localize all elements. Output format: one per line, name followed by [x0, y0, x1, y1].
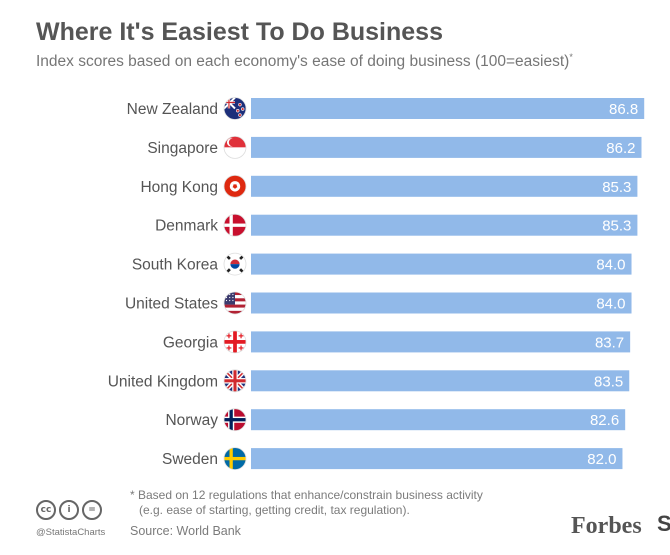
category-label: South Korea: [132, 257, 219, 274]
no-derivatives-icon: =: [82, 500, 102, 520]
chart-title: Where It's Easiest To Do Business: [36, 18, 443, 46]
category-label: Denmark: [155, 218, 218, 235]
sweden-flag-icon: [223, 447, 247, 471]
statista-credit: @StatistaCharts: [36, 527, 106, 538]
south-korea-flag-icon: [223, 252, 247, 276]
united-kingdom-flag-icon: [223, 369, 247, 393]
category-label: Georgia: [163, 334, 219, 351]
value-label: 85.3: [602, 218, 631, 235]
category-label: Hong Kong: [140, 179, 218, 196]
attribution-icon: i: [59, 500, 79, 520]
value-label: 83.7: [595, 334, 624, 351]
subtitle-footnote-mark: *: [569, 52, 573, 62]
footnote-line-1: * Based on 12 regulations that enhance/c…: [130, 488, 483, 502]
creative-commons-icon: cc: [36, 500, 56, 520]
value-label: 84.0: [596, 257, 625, 274]
value-label: 82.0: [587, 451, 616, 468]
singapore-flag-icon: [223, 135, 247, 159]
bar-norway: [251, 409, 626, 431]
forbes-logo: Forbes: [571, 513, 642, 539]
category-label: Norway: [165, 412, 218, 429]
denmark-flag-icon: [223, 213, 247, 237]
bar-united-kingdom: [251, 370, 630, 392]
category-label: Sweden: [162, 451, 218, 468]
footnote-line-2: (e.g. ease of starting, getting credit, …: [139, 503, 410, 517]
value-label: 86.8: [609, 101, 638, 118]
value-label: 84.0: [596, 296, 625, 313]
hong-kong-flag-icon: [223, 174, 247, 198]
value-label: 83.5: [594, 373, 623, 390]
category-label: New Zealand: [127, 101, 218, 118]
value-label: 86.2: [606, 140, 635, 157]
license-icons: cc i =: [36, 500, 102, 520]
bar-new-zealand: [251, 98, 645, 119]
bar-singapore: [251, 136, 642, 158]
category-label: Singapore: [147, 140, 218, 157]
bar-hong-kong: [251, 175, 638, 197]
value-label: 85.3: [602, 179, 631, 196]
georgia-flag-icon: [223, 330, 247, 354]
new-zealand-flag-icon: [223, 97, 247, 120]
norway-flag-icon: [223, 408, 247, 432]
bar-south-korea: [251, 253, 632, 275]
bar-georgia: [251, 331, 631, 353]
footnote: * Based on 12 regulations that enhance/c…: [130, 488, 483, 518]
category-label: United Kingdom: [108, 373, 218, 390]
source-note: Source: World Bank: [130, 524, 241, 538]
value-label: 82.6: [590, 412, 619, 429]
united-states-flag-icon: [223, 291, 247, 315]
statista-logo-partial: S: [657, 511, 670, 536]
subtitle-text: Index scores based on each economy's eas…: [36, 53, 570, 71]
category-label: United States: [125, 296, 218, 313]
chart-subtitle: Index scores based on each economy's eas…: [36, 52, 573, 71]
bar-denmark: [251, 214, 638, 236]
bar-united-states: [251, 292, 632, 314]
bar-sweden: [251, 448, 623, 470]
